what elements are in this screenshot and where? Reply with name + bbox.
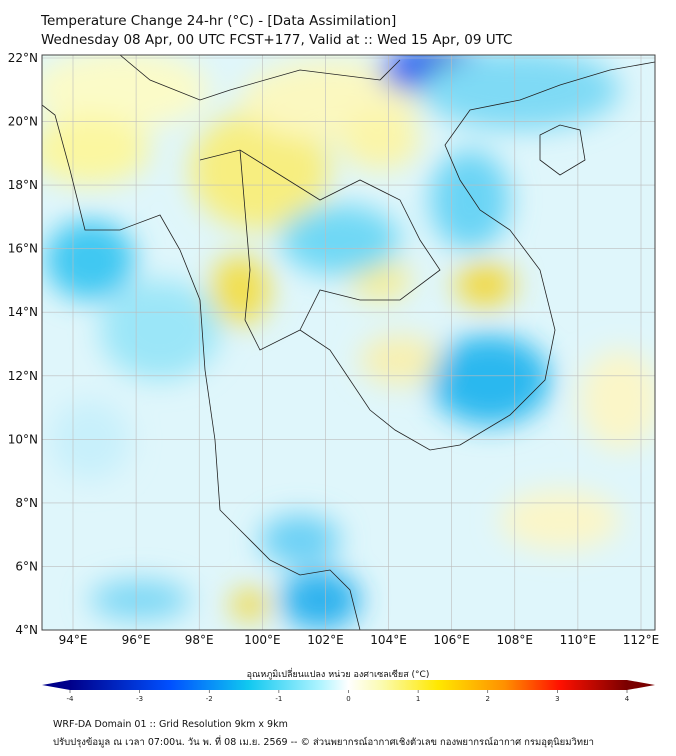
colorbar-tick-label: -1	[275, 695, 282, 703]
lat-label: 10°N	[8, 432, 38, 446]
colorbar-tick-label: 3	[555, 695, 559, 703]
lon-label: 94°E	[59, 633, 88, 647]
longitude-labels: 94°E 96°E 98°E 100°E 102°E 104°E 106°E 108°E 110…	[59, 633, 660, 647]
lon-label: 96°E	[122, 633, 151, 647]
lat-label: 18°N	[8, 178, 38, 192]
colorbar-tick-label: 0	[346, 695, 350, 703]
lat-label: 4°N	[15, 623, 38, 637]
lon-label: 106°E	[433, 633, 470, 647]
lat-label: 6°N	[15, 559, 38, 573]
colorbar-tick-label: 4	[625, 695, 630, 703]
colorbar-tick-label: -3	[136, 695, 143, 703]
latitude-labels: 22°N 20°N 18°N 16°N 14°N 12°N 10°N 8°N 6°N 4°N	[8, 51, 38, 637]
lon-label: 98°E	[185, 633, 214, 647]
lat-label: 14°N	[8, 305, 38, 319]
colorbar-title: อุณหภูมิเปลี่ยนแปลง หน่วย องศาเซลเซียส (…	[246, 670, 430, 680]
lon-label: 108°E	[497, 633, 534, 647]
colorbar-min-extend	[42, 680, 70, 690]
footer-credits: ปรับปรุงข้อมูล ณ เวลา 07:00น. วัน พ. ที่…	[53, 737, 594, 748]
colorbar-gradient	[70, 680, 627, 690]
footer-model-info: WRF-DA Domain 01 :: Grid Resolution 9km …	[53, 719, 288, 730]
lat-label: 22°N	[8, 51, 38, 65]
colorbar-tick-label: -2	[206, 695, 213, 703]
lon-label: 102°E	[307, 633, 344, 647]
lat-label: 16°N	[8, 242, 38, 256]
lat-label: 20°N	[8, 115, 38, 129]
graticule	[42, 55, 655, 630]
colorbar-tick-label: -4	[67, 695, 75, 703]
map-field	[42, 55, 655, 630]
chart-title: Temperature Change 24-hr (°C) - [Data As…	[41, 12, 512, 50]
coastlines-borders	[42, 55, 655, 630]
colorbar-tick-label: 2	[486, 695, 490, 703]
colorbar: -4 -3 -2 -1 0 1 2 3 4	[42, 680, 655, 703]
map-frame	[41, 54, 656, 631]
lat-label: 12°N	[8, 369, 38, 383]
lat-label: 8°N	[15, 496, 38, 510]
title-line: Temperature Change 24-hr (°C) - [Data As…	[41, 13, 397, 29]
lon-label: 100°E	[244, 633, 281, 647]
subtitle-line: Wednesday 08 Apr, 00 UTC FCST+177, Valid…	[41, 32, 513, 48]
lon-label: 112°E	[623, 633, 660, 647]
colorbar-max-extend	[627, 680, 655, 690]
colorbar-tick-label: 1	[416, 695, 420, 703]
lon-label: 110°E	[560, 633, 597, 647]
lon-label: 104°E	[370, 633, 407, 647]
